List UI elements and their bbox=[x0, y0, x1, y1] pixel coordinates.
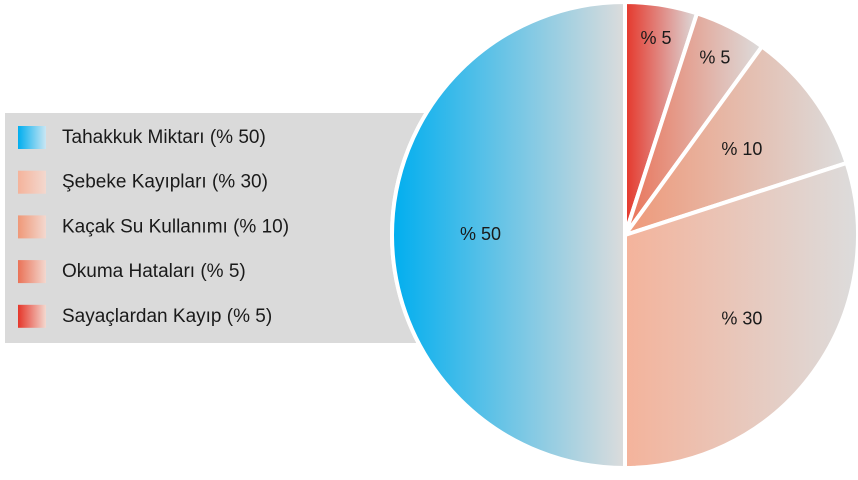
pie-slice bbox=[623, 44, 849, 237]
slice-label: % 30 bbox=[721, 309, 762, 329]
slice-label: % 5 bbox=[640, 28, 671, 48]
legend-swatch bbox=[18, 170, 46, 194]
legend-swatch bbox=[18, 304, 46, 328]
legend-swatch bbox=[18, 260, 46, 284]
legend-label: Okuma Hataları (% 5) bbox=[62, 261, 246, 282]
slice-label: % 5 bbox=[699, 47, 730, 67]
legend-label: Şebeke Kayıpları (% 30) bbox=[62, 172, 268, 193]
slice-label: % 50 bbox=[460, 224, 501, 244]
legend-swatch bbox=[18, 126, 46, 149]
legend-label: Sayaçlardan Kayıp (% 5) bbox=[62, 306, 272, 327]
pie-slice bbox=[390, 0, 627, 470]
legend-label: Kaçak Su Kullanımı (% 10) bbox=[62, 216, 289, 237]
slice-label: % 10 bbox=[721, 139, 762, 159]
legend-swatch bbox=[18, 215, 46, 239]
legend-background bbox=[5, 113, 435, 343]
pie-slice bbox=[623, 160, 858, 470]
legend-label: Tahakkuk Miktarı (% 50) bbox=[62, 127, 266, 148]
